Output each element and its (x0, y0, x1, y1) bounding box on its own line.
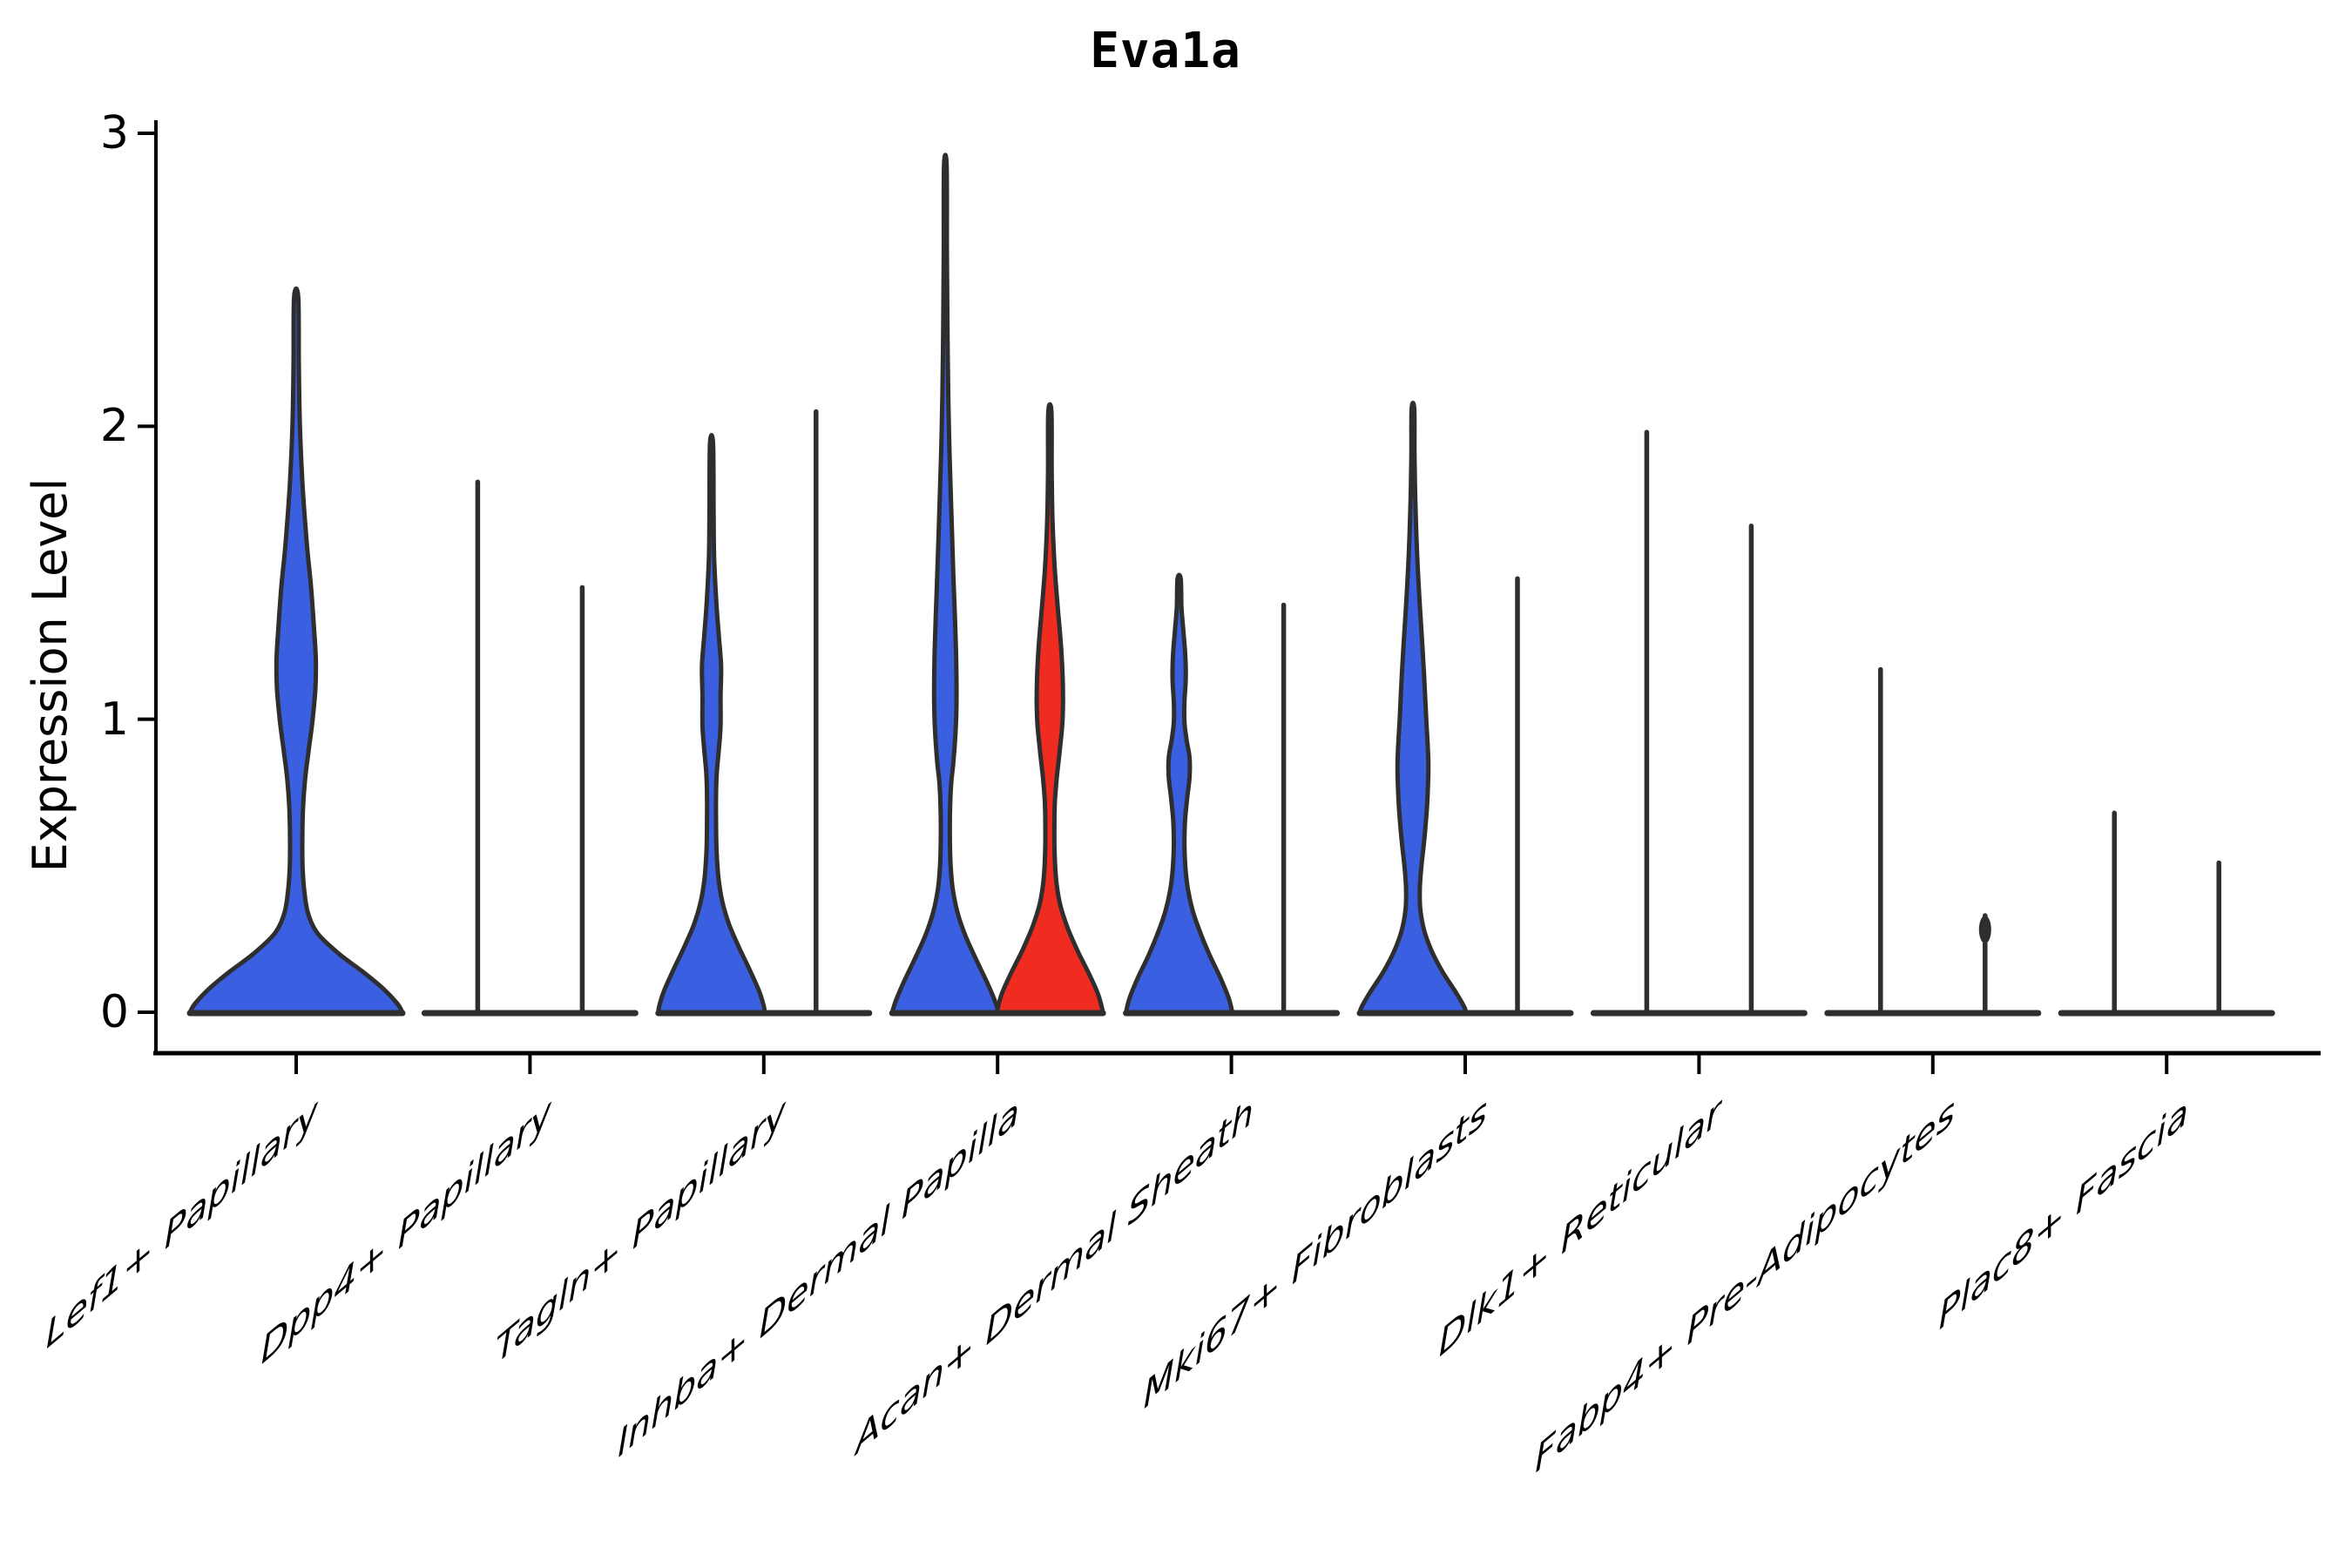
violin-mki67-fibroblasts-group1 (1357, 400, 1469, 1015)
plot-title: Eva1a (1090, 23, 1241, 79)
violin-acan-dermal-sheath-group1 (1124, 572, 1235, 1015)
y-axis-label: Expression Level (23, 477, 78, 873)
violin-inhba-dermal-papilla-group1 (889, 152, 1001, 1015)
violin-lef1-papillary-group1 (187, 286, 405, 1015)
violin-inhba-dermal-papilla-group2 (994, 402, 1105, 1015)
y-tick-label: 2 (99, 400, 129, 453)
violin-fabp4-pre-adipocytes-group2-knob (1978, 916, 1991, 944)
y-tick-label: 3 (99, 107, 129, 159)
y-tick-label: 0 (99, 986, 129, 1038)
y-tick-label: 1 (99, 693, 129, 746)
violin-tagln-papillary-group1 (656, 432, 767, 1015)
